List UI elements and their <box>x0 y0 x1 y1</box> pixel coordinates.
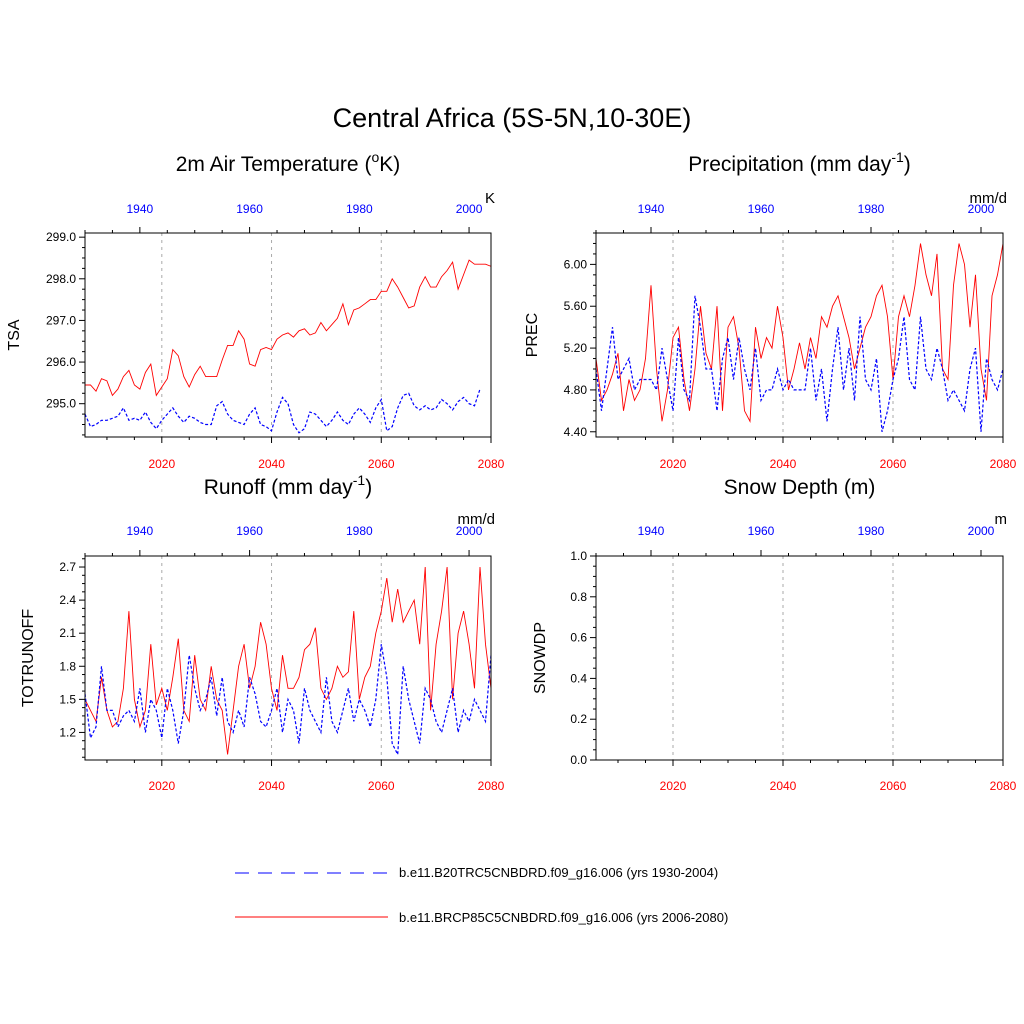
panel-title-main: Runoff (mm day <box>204 476 353 499</box>
y-tick-label: 299.0 <box>46 230 76 244</box>
panel-title: Snow Depth (m) <box>724 476 876 499</box>
panel-title-tail: ) <box>365 476 372 499</box>
panel-tsa: 2m Air Temperature (oK) K TSA 295.0 296.0 297… <box>6 149 505 471</box>
panel-title-sup: o <box>371 149 379 165</box>
x-hist-tick-label: 2000 <box>456 524 483 538</box>
x-future-tick-label: 2060 <box>368 779 395 793</box>
x-hist-tick-label: 2000 <box>968 202 995 216</box>
x-hist-tick-label: 1940 <box>127 524 154 538</box>
y-tick-label: 0.4 <box>570 671 587 685</box>
panel-title: 2m Air Temperature (oK) <box>176 149 400 176</box>
plot-frame <box>84 555 492 761</box>
panels: 2m Air Temperature (oK) K TSA 295.0 296.0 297… <box>6 149 1017 793</box>
y-tick-label: 4.80 <box>564 383 588 397</box>
y-tick-label: 0.2 <box>570 712 587 726</box>
legend-label-historical: b.e11.B20TRC5CNBDRD.f09_g16.006 (yrs 193… <box>399 865 718 880</box>
y-tick-label: 297.0 <box>46 313 76 327</box>
x-hist-tick-label: 1940 <box>127 202 154 216</box>
legend-label-future: b.e11.BRCP85C5CNBDRD.f09_g16.006 (yrs 20… <box>399 910 728 925</box>
y-tick-label: 1.8 <box>59 659 76 673</box>
y-tick-label: 298.0 <box>46 272 76 286</box>
y-tick-label: 0.6 <box>570 631 587 645</box>
x-hist-tick-label: 1960 <box>748 202 775 216</box>
y-tick-label: 0.8 <box>570 590 587 604</box>
units-label: mm/d <box>458 511 496 528</box>
y-tick-label: 0.0 <box>570 753 587 767</box>
series-line-future <box>85 259 491 397</box>
panel-title-tail: K) <box>379 153 400 176</box>
y-tick-label: 295.0 <box>46 397 76 411</box>
y-tick-label: 2.1 <box>59 626 76 640</box>
x-hist-tick-label: 1980 <box>858 524 885 538</box>
plot-frame <box>84 232 492 438</box>
panel-title: Precipitation (mm day-1) <box>688 149 911 176</box>
x-future-tick-label: 2060 <box>880 457 907 471</box>
x-future-tick-label: 2040 <box>258 779 285 793</box>
legend: b.e11.B20TRC5CNBDRD.f09_g16.006 (yrs 193… <box>235 865 728 925</box>
x-hist-tick-label: 1980 <box>858 202 885 216</box>
x-future-tick-label: 2040 <box>770 457 797 471</box>
series-line-future <box>596 243 1003 423</box>
units-label: K <box>485 190 495 207</box>
y-tick-label: 6.00 <box>564 257 588 271</box>
x-hist-tick-label: 1980 <box>346 202 373 216</box>
x-future-tick-label: 2080 <box>990 779 1017 793</box>
x-future-tick-label: 2020 <box>148 779 175 793</box>
series-line-historical <box>85 644 491 757</box>
y-tick-label: 4.40 <box>564 425 588 439</box>
x-hist-tick-label: 1940 <box>638 202 665 216</box>
x-hist-tick-label: 1980 <box>346 524 373 538</box>
panel-snowdp: Snow Depth (m) m SNOWDP 0.0 0.2 0.4 0.6 0.8 1.0 2… <box>532 476 1017 793</box>
panel-title: Runoff (mm day-1) <box>204 472 372 499</box>
x-future-tick-label: 2060 <box>368 457 395 471</box>
x-future-tick-label: 2060 <box>880 779 907 793</box>
x-hist-tick-label: 1940 <box>638 524 665 538</box>
x-hist-tick-label: 2000 <box>456 202 483 216</box>
panel-title-main: 2m Air Temperature ( <box>176 153 372 176</box>
x-future-tick-label: 2020 <box>660 779 687 793</box>
panel-prec: Precipitation (mm day-1) mm/d PREC 4.40 4.80… <box>524 149 1017 471</box>
y-axis-label: TOTRUNOFF <box>20 609 37 708</box>
x-hist-tick-label: 1960 <box>748 524 775 538</box>
panel-title-tail: ) <box>904 153 911 176</box>
x-hist-tick-label: 1960 <box>236 202 263 216</box>
y-tick-label: 1.0 <box>570 549 587 563</box>
series-line-future <box>85 566 491 755</box>
x-hist-tick-label: 2000 <box>968 524 995 538</box>
plot-frame <box>595 555 1004 761</box>
y-tick-label: 5.60 <box>564 299 588 313</box>
y-tick-label: 5.20 <box>564 341 588 355</box>
series-line-historical <box>596 295 1003 432</box>
x-future-tick-label: 2020 <box>148 457 175 471</box>
panel-totrunoff: Runoff (mm day-1) mm/d TOTRUNOFF 1.2 1.5 1.8 2… <box>20 472 505 793</box>
y-tick-label: 2.4 <box>59 593 76 607</box>
y-tick-label: 1.2 <box>59 725 76 739</box>
plot-frame <box>595 232 1004 438</box>
units-label: m <box>995 511 1008 528</box>
x-future-tick-label: 2080 <box>478 779 505 793</box>
x-hist-tick-label: 1960 <box>236 524 263 538</box>
panel-title-sup: -1 <box>353 472 366 488</box>
units-label: mm/d <box>970 190 1008 207</box>
y-axis-label: PREC <box>524 313 541 357</box>
x-future-tick-label: 2080 <box>478 457 505 471</box>
y-tick-label: 1.5 <box>59 692 76 706</box>
panel-title-sup: -1 <box>891 149 904 165</box>
x-future-tick-label: 2040 <box>258 457 285 471</box>
y-axis-label: TSA <box>6 319 23 350</box>
y-tick-label: 2.7 <box>59 560 76 574</box>
y-tick-label: 296.0 <box>46 355 76 369</box>
figure-title: Central Africa (5S-5N,10-30E) <box>333 103 692 133</box>
x-future-tick-label: 2020 <box>660 457 687 471</box>
panel-title-main: Snow Depth (m) <box>724 476 876 499</box>
x-future-tick-label: 2080 <box>990 457 1017 471</box>
x-future-tick-label: 2040 <box>770 779 797 793</box>
series-line-historical <box>85 388 481 434</box>
panel-title-main: Precipitation (mm day <box>688 153 892 176</box>
y-axis-label: SNOWDP <box>532 622 549 694</box>
